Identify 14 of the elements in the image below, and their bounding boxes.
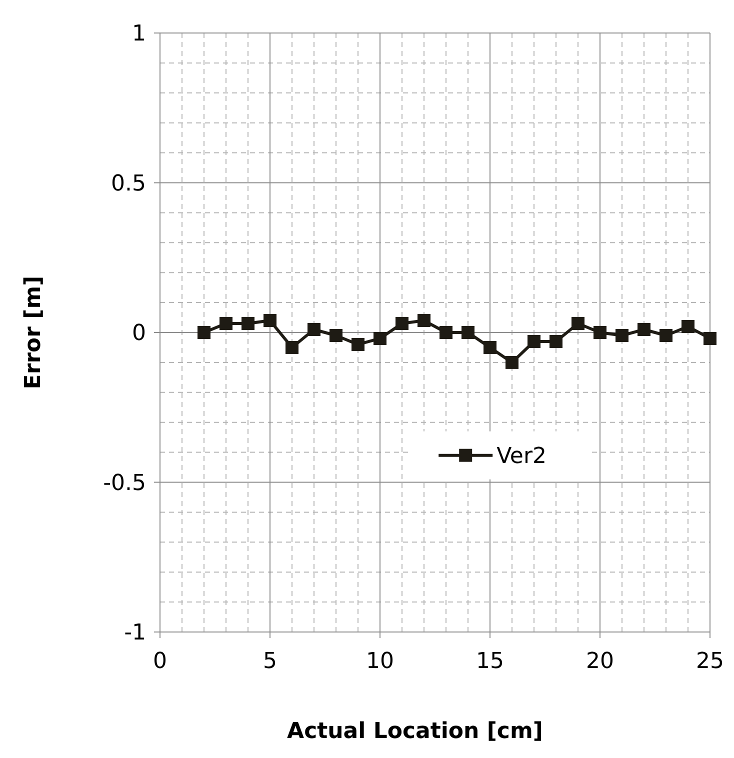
y-tick-label: 1	[132, 22, 146, 47]
y-tick-label: -0.5	[103, 470, 146, 496]
x-tick-label: 20	[586, 649, 614, 674]
y-tick-label: 0.5	[111, 171, 146, 196]
y-tick-label: -1	[124, 620, 146, 646]
y-axis-title: Error [m]	[21, 276, 46, 390]
y-tick-label: 0	[132, 321, 146, 346]
x-tick-label: 5	[263, 649, 277, 674]
x-tick-label: 10	[366, 649, 394, 674]
x-tick-label: 25	[696, 649, 724, 674]
x-axis-title: Actual Location [cm]	[287, 719, 543, 744]
x-tick-label: 0	[153, 649, 167, 674]
x-tick-label: 15	[476, 649, 504, 674]
legend-label: Ver2	[496, 444, 547, 470]
